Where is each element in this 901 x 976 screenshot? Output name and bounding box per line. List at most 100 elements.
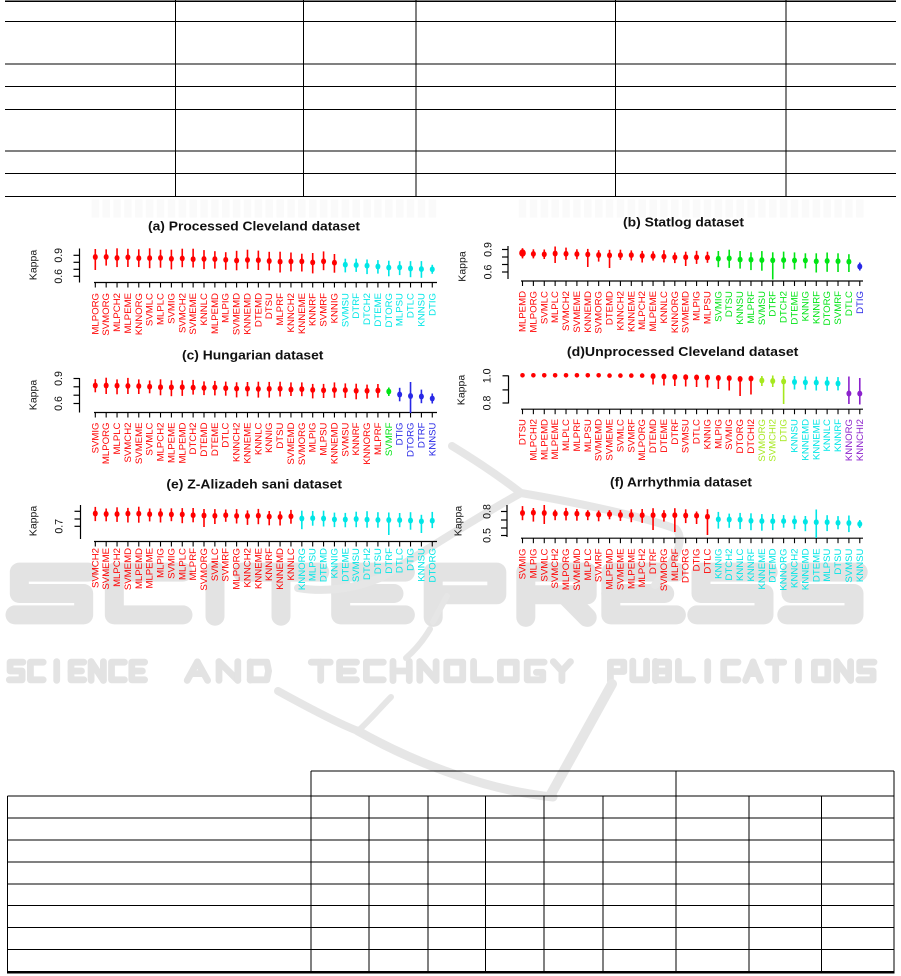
svg-text:DTEMD: DTEMD: [768, 548, 779, 582]
svg-text:(a) Processed Cleveland datase: (a) Processed Cleveland dataset: [148, 219, 361, 234]
svg-text:SVMSU: SVMSU: [340, 422, 351, 456]
svg-text:KNNORG: KNNORG: [670, 291, 681, 333]
svg-text:KNNCHI2: KNNCHI2: [855, 419, 866, 461]
svg-text:SVMCH2: SVMCH2: [561, 291, 572, 331]
svg-text:DTLC: DTLC: [844, 291, 855, 316]
svg-text:KNNEMD: KNNEMD: [329, 422, 340, 464]
svg-text:KNNCH2: KNNCH2: [232, 423, 243, 462]
svg-text:DTCH2: DTCH2: [362, 548, 373, 580]
svg-text:DTORG: DTORG: [822, 291, 833, 325]
svg-text:DTIG: DTIG: [395, 423, 406, 446]
svg-text:Kappa: Kappa: [28, 250, 40, 281]
svg-text:SVMCH2: SVMCH2: [177, 293, 188, 333]
svg-text:KNNSU: KNNSU: [416, 548, 427, 582]
svg-text:KNNEMD: KNNEMD: [583, 291, 594, 333]
svg-text:KNNIG: KNNIG: [329, 293, 340, 323]
svg-text:DTEME: DTEME: [659, 419, 670, 453]
svg-text:0.9: 0.9: [53, 371, 65, 386]
svg-text:SVMEME: SVMEME: [605, 419, 616, 461]
svg-text:MLPORG: MLPORG: [232, 548, 243, 590]
svg-text:DTIG: DTIG: [406, 548, 417, 571]
svg-text:SVMORG: SVMORG: [594, 291, 605, 334]
svg-text:SVMRF: SVMRF: [626, 419, 637, 453]
svg-text:(e) Z-Alizadeh sani dataset: (e) Z-Alizadeh sani dataset: [166, 477, 342, 492]
svg-text:0.6: 0.6: [53, 396, 65, 411]
svg-text:KNNLC: KNNLC: [199, 293, 210, 326]
svg-text:KNNCH2: KNNCH2: [790, 549, 801, 588]
svg-text:1.0: 1.0: [482, 368, 494, 383]
svg-text:SVMIG: SVMIG: [724, 419, 735, 450]
svg-text:Kappa: Kappa: [456, 375, 468, 406]
svg-text:DTORG: DTORG: [406, 423, 417, 457]
svg-text:DTIG: DTIG: [779, 419, 790, 442]
svg-text:KNNORG: KNNORG: [297, 548, 308, 590]
svg-text:KNNSU: KNNSU: [790, 419, 801, 453]
svg-text:MLPIG: MLPIG: [156, 548, 167, 578]
svg-text:KNNLC: KNNLC: [735, 548, 746, 581]
svg-text:MLPRF: MLPRF: [373, 422, 384, 455]
svg-text:KNNIG: KNNIG: [800, 291, 811, 321]
svg-text:DTRF: DTRF: [670, 419, 681, 445]
svg-text:(b) Statlog dataset: (b) Statlog dataset: [623, 215, 745, 230]
svg-text:0.8: 0.8: [482, 396, 494, 411]
svg-text:DTIG: DTIG: [692, 549, 703, 572]
svg-text:MLPRF: MLPRF: [275, 293, 286, 326]
svg-text:KNNEMD: KNNEMD: [242, 293, 253, 335]
svg-text:KNNRF: KNNRF: [351, 422, 362, 455]
svg-text:MLPORG: MLPORG: [528, 291, 539, 333]
svg-text:SVMEME: SVMEME: [101, 548, 112, 590]
svg-text:KNNEMD: KNNEMD: [800, 548, 811, 590]
svg-text:KNNLC: KNNLC: [253, 422, 264, 455]
svg-text:SVMEME: SVMEME: [188, 293, 199, 335]
svg-text:MLPSU: MLPSU: [822, 548, 833, 581]
svg-text:0.8: 0.8: [482, 504, 494, 519]
svg-text:Kappa: Kappa: [28, 506, 40, 537]
svg-text:Kappa: Kappa: [457, 251, 469, 282]
svg-text:DTORG: DTORG: [384, 293, 395, 327]
svg-text:DTSU: DTSU: [833, 548, 844, 574]
svg-text:MLPCH2: MLPCH2: [112, 548, 123, 587]
svg-text:DTEMD: DTEMD: [319, 548, 330, 582]
svg-text:KNNEME: KNNEME: [626, 291, 637, 332]
svg-text:MLPEME: MLPEME: [145, 548, 156, 589]
svg-text:DTRF: DTRF: [351, 293, 362, 319]
svg-text:KNNSU: KNNSU: [735, 291, 746, 325]
svg-text:KNNRF: KNNRF: [833, 419, 844, 452]
svg-text:SVMLC: SVMLC: [539, 548, 550, 581]
svg-text:DTEME: DTEME: [210, 423, 221, 457]
svg-text:MLPIG: MLPIG: [692, 291, 703, 321]
svg-text:SVMLC: SVMLC: [145, 293, 156, 326]
svg-text:KNNLC: KNNLC: [286, 548, 297, 581]
svg-text:MLPSU: MLPSU: [395, 293, 406, 326]
svg-text:DTSU: DTSU: [724, 291, 735, 317]
svg-text:KNNCH2: KNNCH2: [286, 293, 297, 332]
svg-text:SVMIG: SVMIG: [166, 293, 177, 324]
svg-text:SVMIG: SVMIG: [90, 423, 101, 454]
svg-text:DTEMD: DTEMD: [605, 291, 616, 325]
svg-text:DTCH2: DTCH2: [362, 293, 373, 325]
svg-text:SVMLC: SVMLC: [539, 291, 550, 324]
svg-text:DTCH2: DTCH2: [779, 291, 790, 323]
svg-text:SVMRF: SVMRF: [319, 293, 330, 327]
svg-text:KNNLC: KNNLC: [659, 291, 670, 324]
svg-text:MLPIG: MLPIG: [308, 423, 319, 453]
svg-text:SVMSU: SVMSU: [340, 293, 351, 327]
svg-text:KNNEMD: KNNEMD: [275, 548, 286, 590]
svg-text:SVMEMD: SVMEMD: [572, 548, 583, 590]
svg-text:SVMCH2: SVMCH2: [550, 549, 561, 589]
svg-text:DTLC: DTLC: [406, 293, 417, 318]
svg-text:SVMEMD: SVMEMD: [594, 419, 605, 461]
svg-text:DTLC: DTLC: [221, 422, 232, 447]
svg-text:MLPLC: MLPLC: [561, 419, 572, 451]
svg-text:SVMCH2: SVMCH2: [90, 548, 101, 588]
svg-text:DTEMD: DTEMD: [253, 293, 264, 327]
svg-text:MLPEME: MLPEME: [626, 549, 637, 590]
svg-text:SVMORG: SVMORG: [199, 548, 210, 591]
svg-text:SVMORG: SVMORG: [659, 549, 670, 592]
svg-text:Kappa: Kappa: [453, 506, 465, 537]
svg-text:KNNRF: KNNRF: [746, 548, 757, 581]
svg-text:KNNORG: KNNORG: [134, 293, 145, 335]
svg-text:KNNIG: KNNIG: [264, 423, 275, 453]
svg-text:SVMEME: SVMEME: [615, 549, 626, 591]
svg-text:DTEMD: DTEMD: [199, 422, 210, 456]
